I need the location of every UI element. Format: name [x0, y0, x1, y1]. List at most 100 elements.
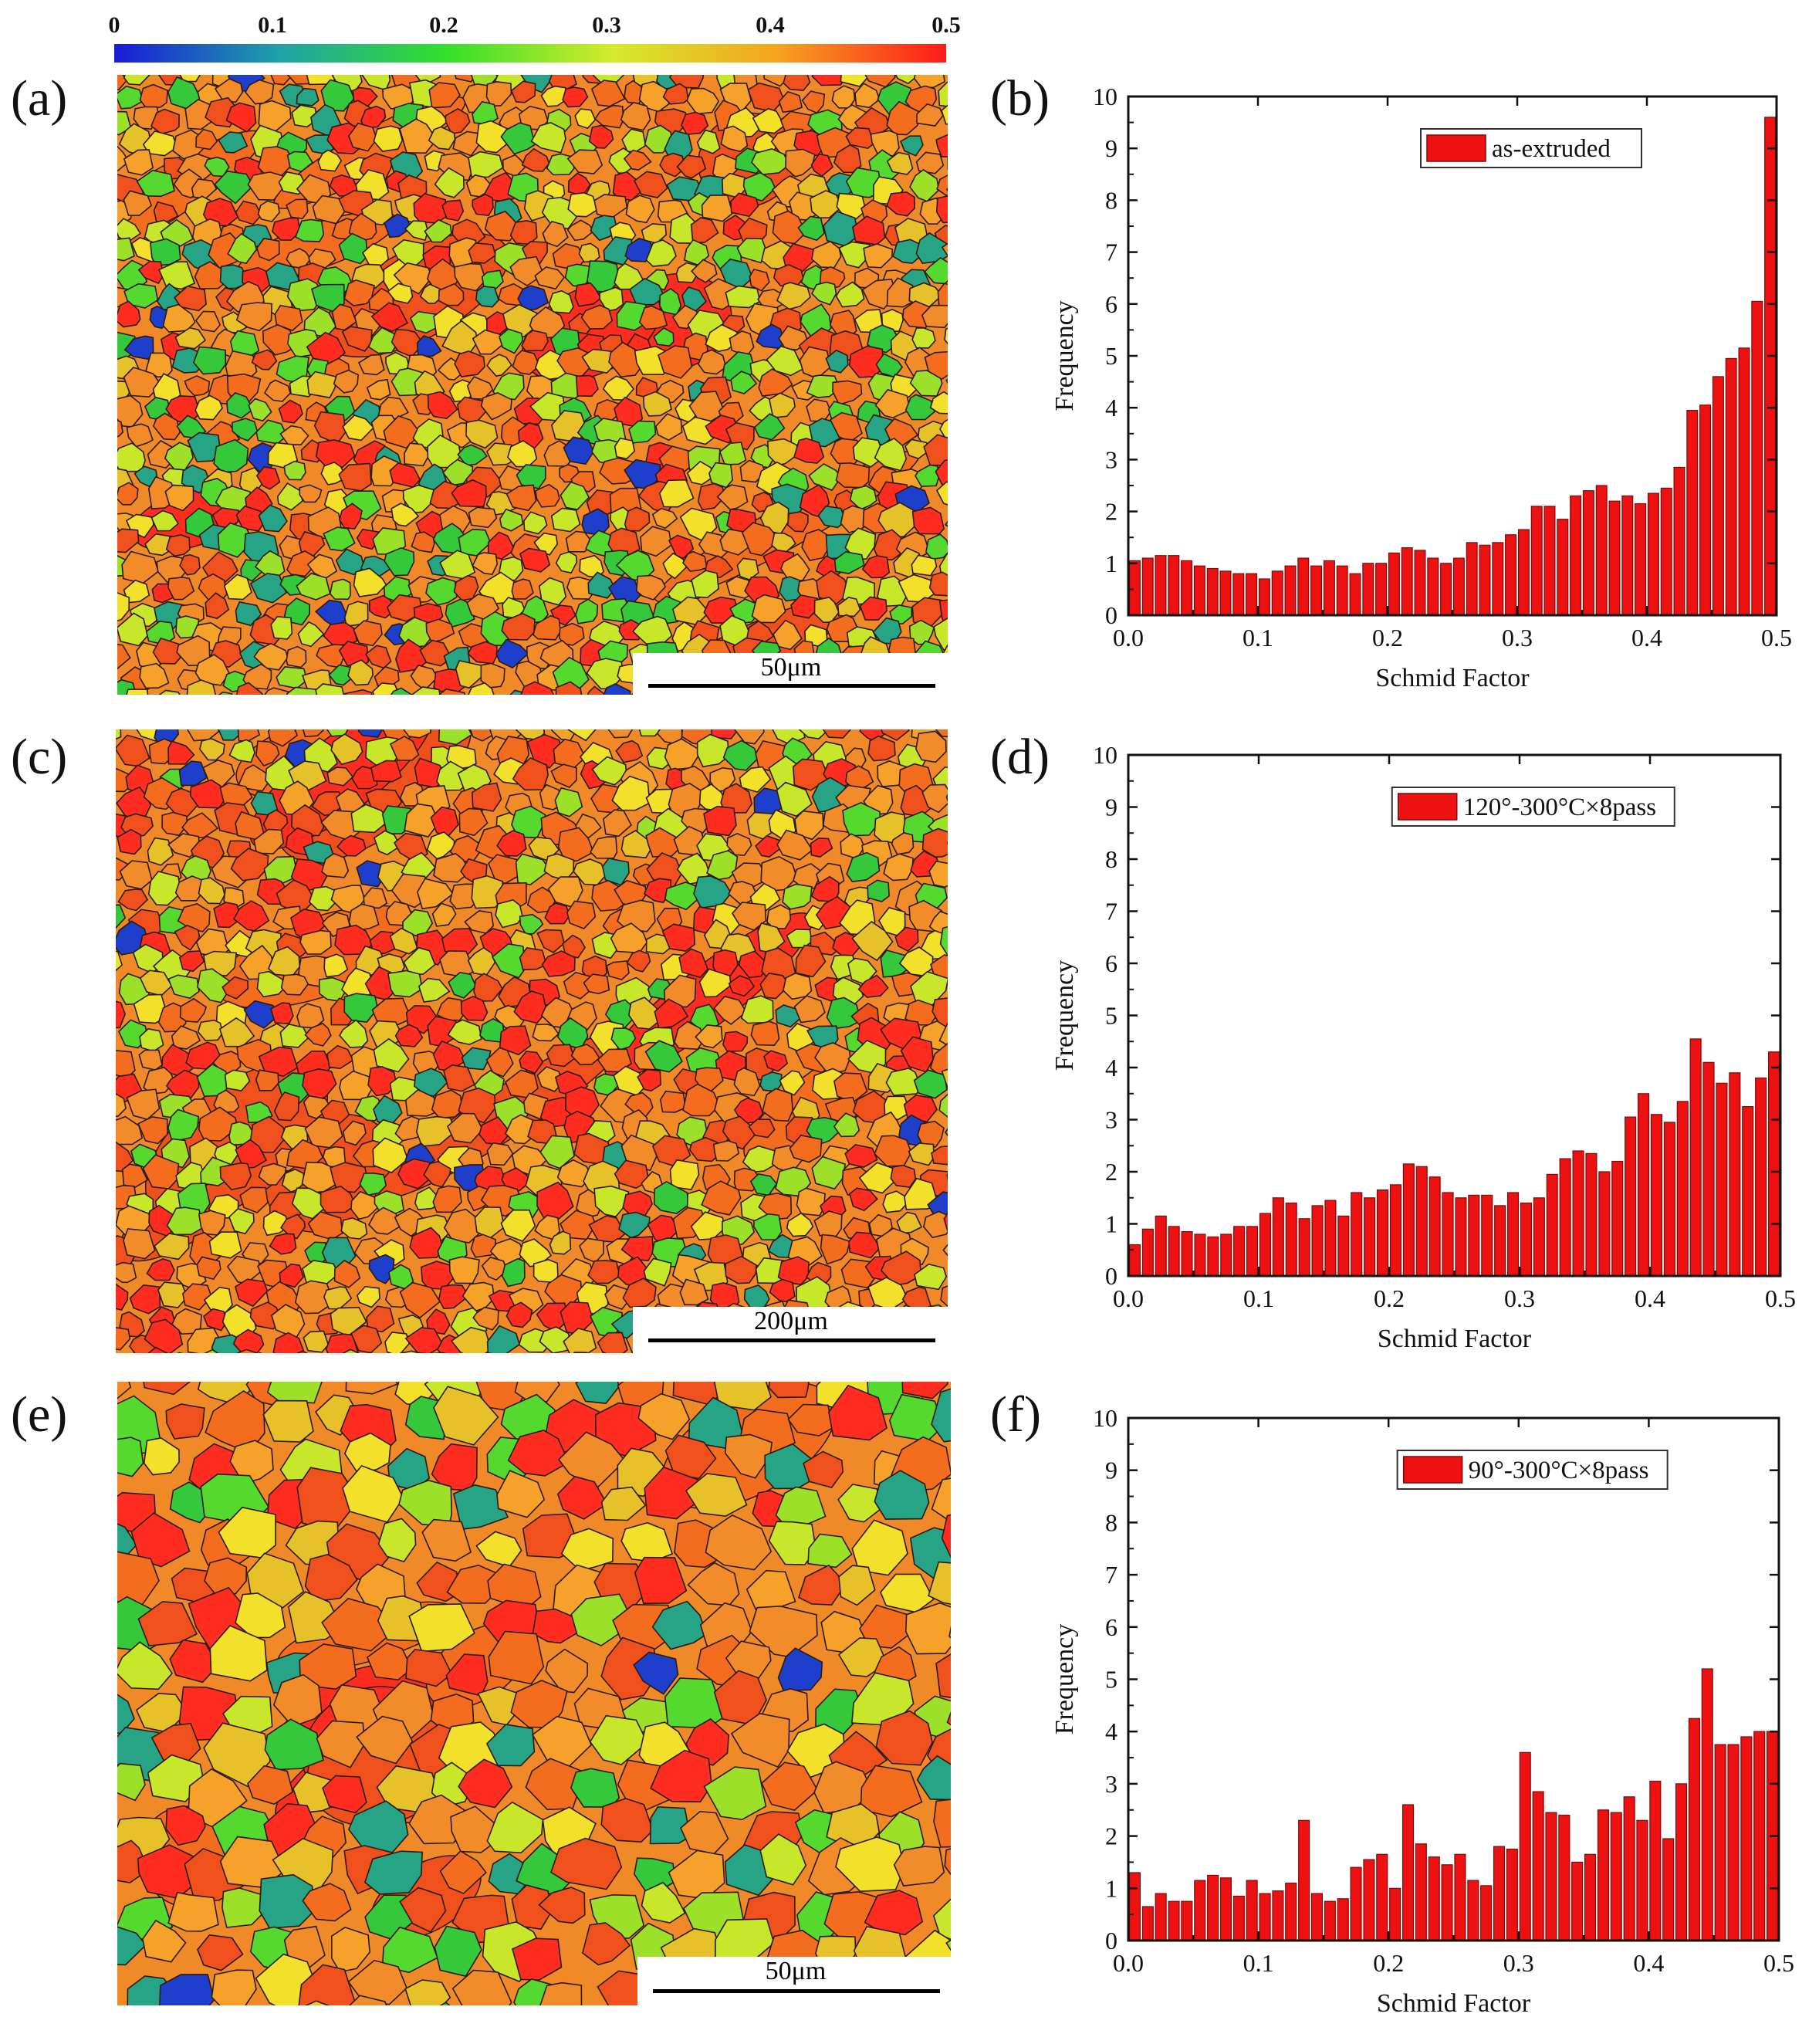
- histogram-bar: [1517, 529, 1530, 616]
- panel-label-d: (d): [990, 729, 1050, 785]
- histogram-bar: [1755, 1077, 1767, 1277]
- histogram-bar: [1337, 1898, 1349, 1941]
- y-tick-label: 5: [1105, 342, 1117, 370]
- histogram-bar: [1597, 1809, 1609, 1941]
- y-tick-label: 4: [1105, 1054, 1117, 1081]
- colorbar-tick: 0.1: [258, 12, 287, 38]
- histogram-bar: [1663, 1122, 1675, 1277]
- histogram-bar: [1271, 570, 1283, 616]
- histogram-bar: [1428, 1856, 1440, 1941]
- y-tick-label: 7: [1105, 898, 1117, 926]
- histogram-bar: [1128, 1244, 1141, 1277]
- y-tick-label: 10: [1093, 741, 1117, 769]
- histogram-bar: [1505, 534, 1517, 616]
- histogram-bar: [1546, 1173, 1558, 1277]
- x-tick-label: 0.3: [1504, 1284, 1535, 1312]
- x-tick-label: 0.5: [1763, 1949, 1794, 1977]
- colorbar-tick: 0: [108, 12, 120, 38]
- histogram-bar: [1638, 1093, 1650, 1277]
- histogram-bar: [1141, 557, 1154, 616]
- histogram-bar: [1401, 547, 1413, 616]
- x-tick-label: 0.5: [1761, 624, 1792, 651]
- y-axis-label: Frequency: [1050, 300, 1079, 411]
- histogram-bar: [1232, 573, 1245, 616]
- histogram-bar: [1363, 1859, 1375, 1941]
- x-tick-label: 0.3: [1502, 624, 1533, 651]
- histogram-bar: [1636, 1819, 1648, 1941]
- y-tick-label: 1: [1105, 550, 1117, 577]
- histogram-bar: [1689, 1038, 1702, 1277]
- histogram-bar: [1207, 1874, 1219, 1941]
- histogram-bar: [1714, 1744, 1726, 1941]
- histogram-bar: [1259, 1213, 1271, 1277]
- colorbar: [114, 44, 946, 63]
- histogram-bar: [1233, 1226, 1246, 1277]
- histogram-bar: [1402, 1163, 1415, 1277]
- histogram-bar: [1582, 490, 1594, 616]
- legend-swatch: [1402, 1456, 1463, 1484]
- x-axis-label: Schmid Factor: [1378, 1325, 1532, 1353]
- histogram-bar: [1532, 1791, 1544, 1941]
- legend-swatch: [1426, 134, 1486, 162]
- x-tick-label: 0.2: [1372, 624, 1403, 651]
- histogram-bar: [1324, 1900, 1336, 1941]
- histogram-bar: [1571, 1861, 1584, 1941]
- histogram-bar: [1181, 1900, 1193, 1941]
- histogram-bar: [1155, 1893, 1167, 1941]
- histogram-bar: [1194, 1234, 1206, 1277]
- y-tick-label: 10: [1093, 1404, 1117, 1432]
- panel-label-b: (b): [990, 70, 1050, 127]
- x-tick-label: 0.2: [1373, 1949, 1404, 1977]
- histogram-bar: [1702, 1061, 1715, 1277]
- histogram-bar: [1494, 1205, 1506, 1277]
- scale-bar-line: [653, 1989, 940, 1993]
- histogram-bar: [1428, 1176, 1441, 1277]
- histogram-bar: [1141, 1906, 1154, 1941]
- histogram-bar: [1764, 117, 1777, 616]
- x-axis-label: Schmid Factor: [1375, 664, 1530, 692]
- histogram-bar: [1466, 542, 1478, 616]
- histogram-bar: [1662, 1838, 1675, 1941]
- histogram-bar: [1570, 495, 1582, 616]
- histogram-bar: [1311, 1205, 1324, 1277]
- histogram-bar: [1767, 1731, 1779, 1941]
- y-tick-label: 3: [1105, 445, 1117, 473]
- histogram-bar: [1401, 1804, 1415, 1941]
- histogram-bar: [1427, 557, 1439, 616]
- histogram-bar: [1219, 1877, 1232, 1941]
- colorbar-tick: 0.5: [931, 12, 961, 38]
- histogram-bar: [1753, 1731, 1766, 1941]
- histogram-bar: [1310, 565, 1323, 616]
- ebsd-map-e: [117, 1382, 951, 2005]
- histogram-bar: [1297, 557, 1310, 616]
- y-tick-label: 9: [1105, 134, 1117, 162]
- x-tick-label: 0.2: [1374, 1284, 1405, 1312]
- histogram-bar: [1675, 1783, 1688, 1941]
- histogram-bar: [1635, 503, 1647, 616]
- histogram-bar: [1155, 555, 1167, 616]
- y-tick-label: 9: [1105, 794, 1117, 821]
- ebsd-map-a: [117, 75, 948, 695]
- histogram-bar: [1181, 1230, 1193, 1277]
- histogram-bar: [1742, 1105, 1754, 1277]
- histogram-bar: [1207, 1236, 1219, 1277]
- histogram-bar: [1751, 300, 1763, 616]
- x-tick-label: 0.1: [1243, 1949, 1274, 1977]
- y-tick-label: 7: [1105, 1561, 1117, 1589]
- scale-bar-a: 50μm: [633, 653, 949, 698]
- y-tick-label: 0: [1105, 601, 1117, 629]
- histogram-bar: [1608, 500, 1621, 616]
- x-tick-label: 0.4: [1635, 1284, 1665, 1312]
- y-tick-label: 2: [1105, 1158, 1117, 1186]
- histogram-bar: [1768, 1051, 1780, 1277]
- histogram-bar: [1259, 1893, 1271, 1941]
- histogram-bar: [1272, 1197, 1284, 1277]
- y-tick-label: 2: [1105, 498, 1117, 526]
- histogram-bar: [1298, 1218, 1310, 1277]
- plot-frame: [1127, 95, 1778, 617]
- histogram-bar: [1660, 487, 1672, 616]
- histogram-bar: [1712, 376, 1724, 616]
- histogram-bar: [1441, 1864, 1453, 1941]
- histogram-bar: [1284, 565, 1297, 616]
- histogram-bar: [1415, 1166, 1428, 1277]
